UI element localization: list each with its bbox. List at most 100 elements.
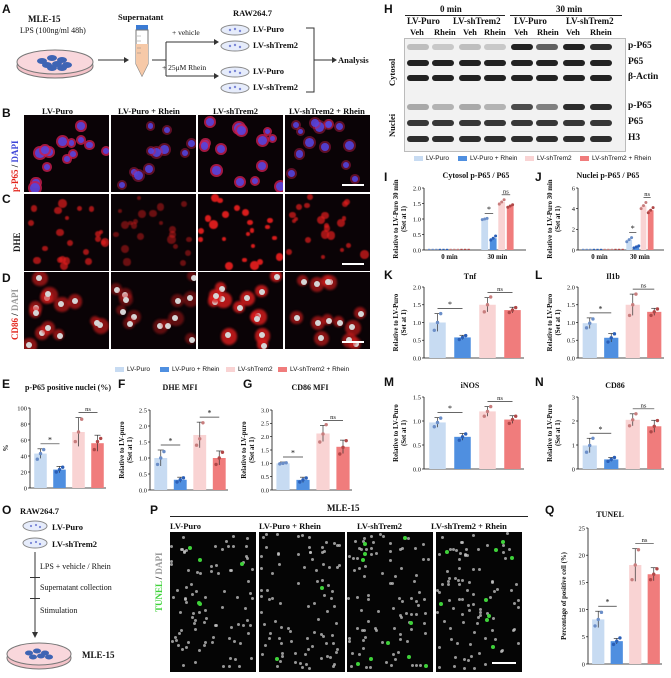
a-dish-icon: [16, 49, 94, 79]
chart-q-tick-label: 25: [579, 525, 586, 532]
panel-label-n: N: [535, 375, 544, 389]
chart-m-point: [514, 414, 518, 418]
panel-label-p: P: [150, 503, 159, 517]
chart-i-zero-marker: [449, 248, 452, 250]
blot-band: [511, 104, 533, 110]
chart-i-zero-marker: [438, 248, 441, 250]
chart-f-ylabel: (Set at 1): [127, 437, 134, 463]
chart-g-point: [341, 445, 345, 450]
chart-j-zero-marker: [614, 248, 617, 250]
panel-label-j: J: [535, 170, 542, 184]
chart-k-bar: [504, 310, 521, 358]
chart-q-point: [599, 610, 604, 615]
chart-k-tick-label: 0.5: [413, 338, 421, 345]
p-col-4: LV-shTrem2 + Rhein: [431, 521, 507, 531]
micro-image-b-4: [285, 115, 370, 192]
blot-band: [484, 104, 506, 110]
chart-j-zero-marker: [603, 248, 606, 250]
chart-n-bar: [604, 459, 619, 469]
chart-k-point: [457, 337, 461, 342]
chart-j-bar: [626, 239, 633, 250]
chart-n-sig-label: ns: [641, 402, 647, 409]
chart-n-point: [627, 424, 632, 428]
chart-i-x-label: 30 min: [488, 254, 508, 261]
legend-r-item-4: LV-shTrem2 + Rhein: [580, 155, 651, 162]
chart-j-zero-marker: [610, 248, 613, 250]
blot-band: [563, 120, 585, 126]
blot-band: [484, 120, 506, 126]
chart-m-tick-label: 1.0: [413, 418, 421, 425]
chart-g-point: [318, 440, 322, 444]
chart-e-point: [92, 447, 97, 452]
micro-image-b-1: [24, 115, 109, 192]
legend-item-1: LV-Puro: [115, 366, 150, 373]
chart-l-point: [612, 332, 617, 336]
chart-f-tick-label: 0.0: [139, 487, 147, 494]
chart-k-sig-label: *: [448, 300, 452, 309]
a-arrows: [98, 39, 219, 79]
chart-m-bar: [504, 419, 521, 469]
panel-label-a: A: [2, 2, 11, 16]
chart-n-sig-label: *: [599, 425, 603, 434]
blot-band: [459, 136, 481, 142]
chart-e-point: [61, 465, 65, 469]
blot-band: [459, 75, 481, 81]
chart-i-sig-label: ns: [503, 188, 509, 195]
chart-q-bar: [592, 619, 605, 664]
blot-lvp-1: LV-Puro: [407, 16, 440, 26]
chart-q-tick-label: 20: [579, 553, 586, 560]
blot-band: [590, 60, 612, 66]
blot-veh-2: Veh: [463, 27, 477, 37]
a-bracket: [306, 27, 337, 93]
panel-label-e: E: [2, 377, 11, 391]
blot-band: [536, 136, 558, 142]
chart-g-point: [338, 452, 342, 456]
blot-band: [536, 60, 558, 66]
chart-i-zero-marker: [435, 248, 438, 250]
chart-i-point: [506, 205, 510, 209]
chart-i-zero-marker: [428, 248, 431, 250]
blot-image: [404, 38, 626, 152]
chart-i-zero-marker: [431, 248, 434, 250]
panel-label-q: Q: [545, 503, 555, 517]
chart-k-point: [439, 311, 443, 316]
chart-k-point: [464, 333, 468, 338]
chart-l-point: [649, 313, 653, 318]
chart-k-tick-label: 1.0: [413, 320, 421, 327]
chart-m-sig-label: *: [448, 404, 452, 413]
chart-j-zero-marker: [621, 248, 624, 250]
chart-g-point: [281, 461, 285, 466]
blot-band: [432, 120, 454, 126]
chart-e-point: [73, 439, 78, 444]
chart-e-point: [80, 417, 84, 421]
chart-j-bar: [647, 210, 654, 250]
chart-m-ylabel: Relative to LV-Puro: [393, 404, 400, 462]
chart-g-bar: [316, 433, 330, 490]
p-col-1: LV-Puro: [170, 521, 202, 531]
chart-m-point: [485, 409, 490, 414]
chart-k-tick-label: 2.0: [413, 284, 421, 291]
chart-j-zero-marker: [607, 248, 610, 250]
chart-j-point: [639, 207, 643, 211]
chart-f-ylabel: Relative to LV-puro: [119, 421, 126, 479]
blot-band: [511, 60, 533, 66]
blot-t30: 30 min: [556, 4, 583, 14]
o-step1: LPS + vehicle / Rhein: [40, 562, 111, 571]
chart-k-ylabel: Relative to LV-Puro: [393, 293, 400, 351]
chart-j-point: [646, 211, 650, 215]
chart-l-point: [588, 321, 592, 325]
chart-f-point: [198, 437, 202, 441]
chart-m-point: [510, 417, 515, 422]
chart-k-point: [514, 305, 518, 310]
chart-m-bar: [479, 411, 496, 469]
chart-g-tick-label: 1.0: [261, 461, 269, 468]
chart-f-sig-label: *: [208, 409, 212, 418]
chart-j-point: [637, 244, 641, 248]
chart-f-point: [217, 456, 221, 460]
blot-band: [511, 136, 533, 142]
o-step3: Stimulation: [40, 606, 78, 615]
a-analysis: Analysis: [338, 55, 369, 65]
chart-j-tick-label: 0: [572, 247, 575, 254]
chart-g-bar: [296, 479, 310, 490]
